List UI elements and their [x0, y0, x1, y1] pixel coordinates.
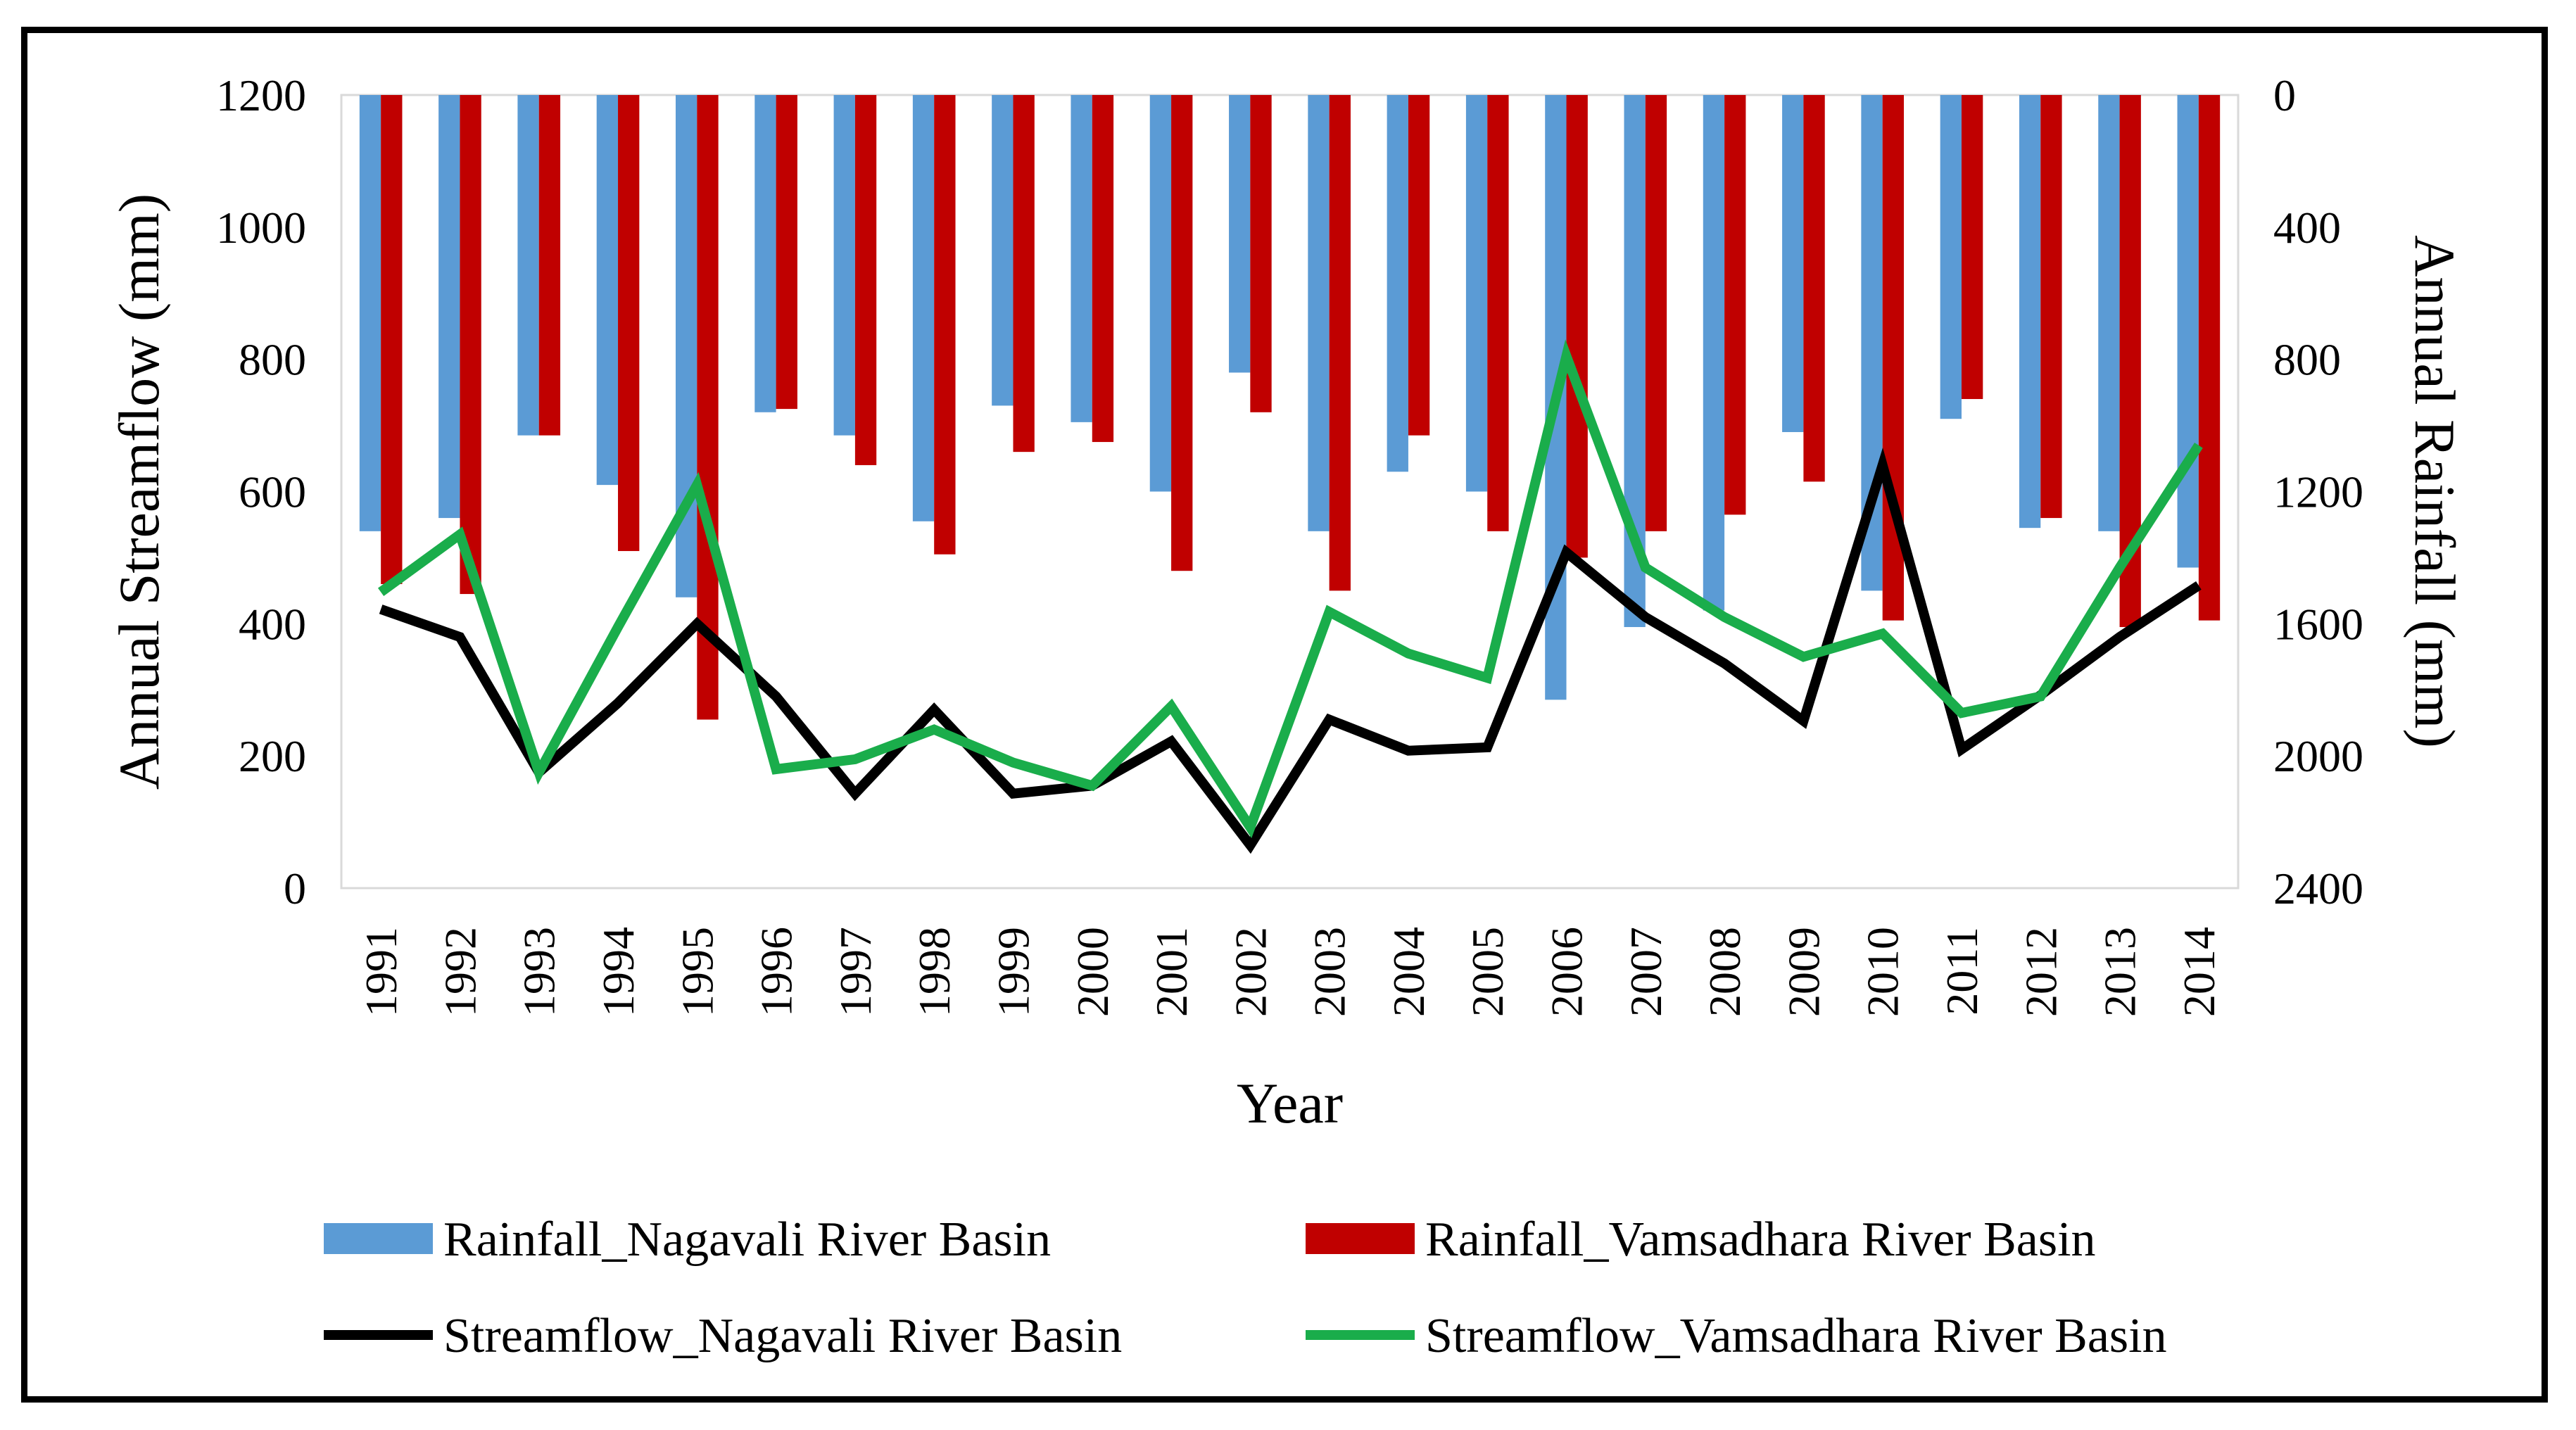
left-tick-label: 200 — [239, 731, 306, 781]
plot-area — [340, 94, 2240, 890]
bar-rainfall-vamsadhara-1997 — [854, 95, 877, 465]
legend: Rainfall_Nagavali River Basin Rainfall_Va… — [324, 1213, 2167, 1363]
bar-rainfall-nagavali-1992 — [438, 95, 460, 519]
bar-rainfall-nagavali-2013 — [2098, 95, 2120, 531]
axes: 0 200 400 600 800 1000 1200 0 400 800 1200 1600 2000… — [107, 70, 2467, 1135]
bar-rainfall-vamsadhara-2014 — [2198, 95, 2221, 621]
left-tick-label: 1000 — [216, 203, 306, 253]
legend-streamflow-vamsadhara-label: Streamflow_Vamsadhara River Basin — [1425, 1309, 2167, 1363]
bar-rainfall-nagavali-1996 — [755, 95, 776, 412]
bar-rainfall-vamsadhara-2011 — [1961, 95, 1983, 400]
x-axis-title: Year — [1237, 1071, 1343, 1135]
x-tick-label-2012: 2012 — [2016, 927, 2066, 1017]
x-tick-label-1998: 1998 — [909, 927, 959, 1017]
bar-rainfall-nagavali-2002 — [1229, 95, 1251, 373]
x-tick-label-1991: 1991 — [356, 927, 406, 1017]
x-tick-label-2008: 2008 — [1700, 927, 1750, 1017]
bar-rainfall-nagavali-2004 — [1387, 95, 1408, 472]
left-tick-label: 400 — [239, 599, 306, 649]
legend-rainfall-vamsadhara-label: Rainfall_Vamsadhara River Basin — [1425, 1213, 2096, 1267]
right-tick-label: 1600 — [2273, 599, 2363, 649]
line-streamflow-nagavali — [379, 448, 2202, 854]
bar-rainfall-nagavali-1991 — [359, 95, 381, 531]
bar-rainfall-nagavali-2009 — [1782, 95, 1804, 432]
legend-rainfall-nagavali-label: Rainfall_Nagavali River Basin — [443, 1213, 1051, 1267]
bar-rainfall-vamsadhara-1993 — [538, 95, 561, 436]
bar-rainfall-nagavali-2012 — [2019, 95, 2041, 529]
rainfall-bars — [359, 95, 2221, 720]
x-tick-label-2002: 2002 — [1225, 927, 1275, 1017]
bar-rainfall-nagavali-1993 — [517, 95, 539, 436]
bar-rainfall-vamsadhara-1998 — [934, 95, 956, 555]
right-tick-label: 800 — [2273, 335, 2341, 385]
x-tick-label-1994: 1994 — [593, 927, 643, 1017]
x-tick-label-2007: 2007 — [1621, 927, 1671, 1017]
legend-rainfall-vamsadhara-swatch — [1306, 1223, 1415, 1254]
left-tick-label: 1200 — [216, 70, 306, 120]
x-tick-label-2003: 2003 — [1305, 927, 1355, 1017]
bar-rainfall-vamsadhara-2002 — [1250, 95, 1272, 412]
bar-rainfall-nagavali-1997 — [833, 95, 855, 436]
x-tick-label-2013: 2013 — [2095, 927, 2145, 1017]
right-tick-label: 1200 — [2273, 467, 2363, 517]
x-tick-label-2006: 2006 — [1542, 927, 1592, 1017]
x-tick-label-2005: 2005 — [1463, 927, 1513, 1017]
legend-streamflow-nagavali-label: Streamflow_Nagavali River Basin — [443, 1309, 1122, 1363]
bar-rainfall-vamsadhara-2005 — [1487, 95, 1509, 531]
bar-rainfall-vamsadhara-1992 — [460, 95, 481, 595]
left-tick-label: 800 — [239, 335, 306, 385]
bar-rainfall-nagavali-2008 — [1703, 95, 1725, 611]
right-tick-label: 2000 — [2273, 731, 2363, 781]
plot-border — [340, 94, 2240, 890]
x-tick-label-2004: 2004 — [1384, 927, 1434, 1017]
bar-rainfall-nagavali-2005 — [1465, 95, 1488, 492]
bar-rainfall-vamsadhara-1999 — [1013, 95, 1035, 453]
bar-rainfall-vamsadhara-2003 — [1329, 95, 1351, 591]
streamflow-lines — [377, 339, 2203, 854]
bar-rainfall-nagavali-2011 — [1940, 95, 1962, 419]
bar-rainfall-nagavali-2014 — [2177, 95, 2199, 568]
x-tick-label-2011: 2011 — [1937, 927, 1987, 1015]
bar-rainfall-vamsadhara-1995 — [697, 95, 719, 720]
right-tick-label: 2400 — [2273, 863, 2363, 913]
x-tick-label-1995: 1995 — [672, 927, 722, 1017]
bar-rainfall-vamsadhara-1996 — [776, 95, 797, 410]
bar-rainfall-nagavali-2001 — [1149, 95, 1172, 492]
x-tick-label-1996: 1996 — [752, 927, 802, 1017]
x-tick-label-2009: 2009 — [1779, 927, 1829, 1017]
bar-rainfall-vamsadhara-2007 — [1645, 95, 1667, 531]
left-tick-label: 0 — [284, 863, 306, 913]
legend-rainfall-nagavali-swatch — [324, 1223, 433, 1254]
right-tick-label: 400 — [2273, 203, 2341, 253]
right-tick-label: 0 — [2273, 70, 2296, 120]
bar-rainfall-nagavali-1998 — [912, 95, 935, 521]
x-tick-label-1999: 1999 — [988, 927, 1038, 1017]
line-streamflow-vamsadhara — [377, 339, 2203, 839]
x-tick-label-1997: 1997 — [831, 927, 880, 1017]
x-tick-label-1992: 1992 — [435, 927, 485, 1017]
x-tick-label-2001: 2001 — [1147, 927, 1197, 1017]
bar-rainfall-vamsadhara-2008 — [1724, 95, 1746, 515]
left-axis-title: Annual Streamflow (mm) — [107, 194, 171, 790]
bar-rainfall-vamsadhara-2000 — [1092, 95, 1114, 443]
bar-rainfall-nagavali-2003 — [1308, 95, 1330, 531]
bar-rainfall-vamsadhara-2006 — [1566, 95, 1588, 558]
bar-rainfall-vamsadhara-2012 — [2040, 95, 2062, 519]
left-tick-label: 600 — [239, 467, 306, 517]
x-tick-label-2014: 2014 — [2174, 927, 2224, 1017]
bar-rainfall-vamsadhara-1994 — [618, 95, 640, 552]
bar-rainfall-vamsadhara-2001 — [1171, 95, 1193, 571]
bar-rainfall-nagavali-1999 — [992, 95, 1014, 406]
bar-rainfall-nagavali-1994 — [596, 95, 619, 486]
bar-rainfall-vamsadhara-2004 — [1408, 95, 1430, 436]
x-tick-label-2010: 2010 — [1858, 927, 1908, 1017]
x-tick-label-2000: 2000 — [1068, 927, 1118, 1017]
bar-rainfall-vamsadhara-2009 — [1803, 95, 1825, 482]
right-axis-title: Annual Rainfall (mm) — [2403, 235, 2467, 748]
x-tick-label-1993: 1993 — [514, 927, 564, 1017]
bar-rainfall-vamsadhara-1991 — [381, 95, 403, 584]
bar-rainfall-nagavali-2000 — [1071, 95, 1092, 422]
